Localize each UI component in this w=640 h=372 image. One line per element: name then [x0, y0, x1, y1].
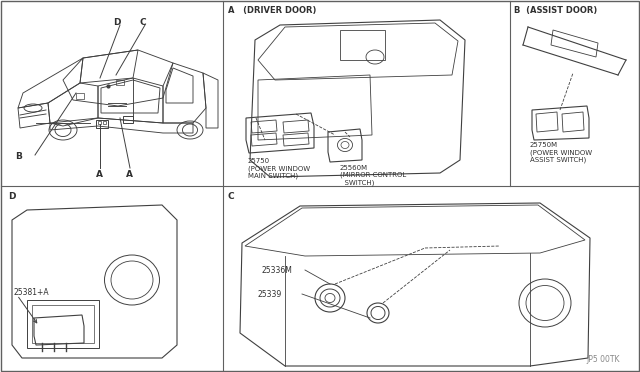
Text: JP5 00TK: JP5 00TK: [586, 355, 620, 364]
Text: 25336M: 25336M: [262, 266, 293, 275]
Bar: [32, 305, 94, 343]
Text: B: B: [15, 152, 22, 161]
Text: 25381+A: 25381+A: [14, 288, 50, 297]
Text: 25750
(POWER WINDOW
MAIN SWITCH): 25750 (POWER WINDOW MAIN SWITCH): [248, 158, 310, 179]
Text: A: A: [126, 170, 133, 179]
Text: C: C: [227, 192, 234, 201]
Text: 25339: 25339: [258, 290, 282, 299]
Bar: [76, 93, 84, 99]
Text: 25750M
(POWER WINDOW
ASSIST SWITCH): 25750M (POWER WINDOW ASSIST SWITCH): [530, 142, 592, 163]
Bar: [103, 121, 106, 124]
Text: D: D: [113, 18, 120, 27]
Bar: [98, 121, 101, 124]
Bar: [116, 80, 124, 85]
Bar: [123, 116, 133, 123]
Bar: [27, 300, 99, 348]
Bar: [340, 30, 385, 60]
Bar: [96, 120, 108, 128]
Text: A: A: [96, 170, 103, 179]
Text: A   (DRIVER DOOR): A (DRIVER DOOR): [228, 6, 316, 15]
Text: B  (ASSIST DOOR): B (ASSIST DOOR): [514, 6, 597, 15]
Text: D: D: [8, 192, 15, 201]
Text: C: C: [139, 18, 146, 27]
Text: 25560M
(MIRROR CONTROL
  SWITCH): 25560M (MIRROR CONTROL SWITCH): [340, 165, 406, 186]
